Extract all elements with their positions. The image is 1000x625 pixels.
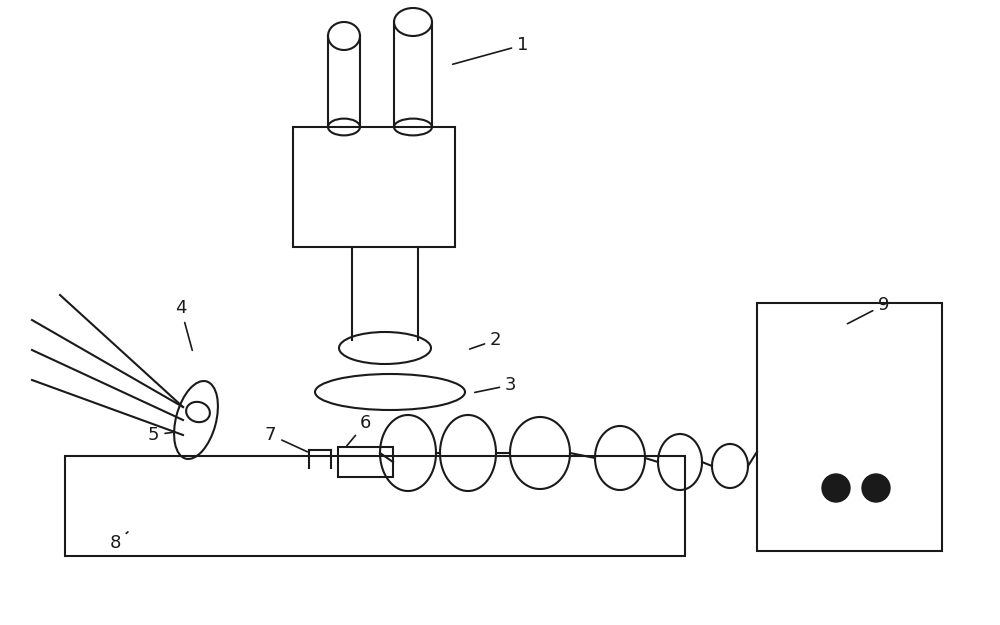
Bar xyxy=(757,303,942,551)
Bar xyxy=(293,127,455,247)
Text: 5: 5 xyxy=(148,426,172,444)
Text: 3: 3 xyxy=(475,376,516,394)
Text: 9: 9 xyxy=(847,296,890,324)
Circle shape xyxy=(822,474,850,502)
Text: 1: 1 xyxy=(453,36,528,64)
Text: 8: 8 xyxy=(110,532,128,552)
Bar xyxy=(338,447,393,477)
Bar xyxy=(65,456,685,556)
Text: 4: 4 xyxy=(175,299,192,351)
Text: 7: 7 xyxy=(265,426,307,452)
Text: 2: 2 xyxy=(470,331,502,349)
Circle shape xyxy=(862,474,890,502)
Text: 6: 6 xyxy=(347,414,371,446)
